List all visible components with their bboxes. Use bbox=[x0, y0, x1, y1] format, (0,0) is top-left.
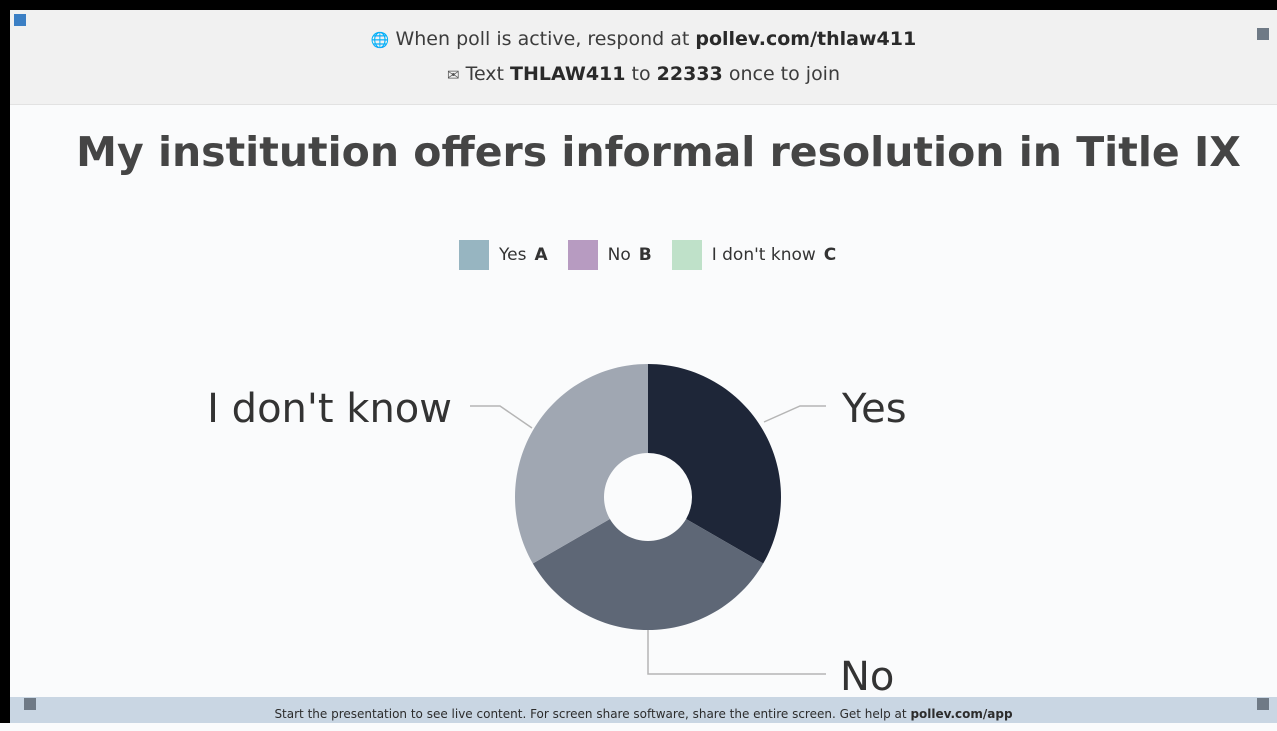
legend-item-idk: I don't know C bbox=[671, 240, 836, 270]
sms-number: 22333 bbox=[656, 63, 723, 85]
corner-handle-top-right bbox=[1257, 28, 1269, 40]
pie-slice-no bbox=[532, 519, 764, 630]
help-link[interactable]: pollev.com/app bbox=[910, 707, 1013, 721]
join-code: THLAW411 bbox=[510, 63, 626, 85]
respond-instruction: 🌐 When poll is active, respond at pollev.… bbox=[370, 28, 917, 50]
slice-label: I don't know bbox=[207, 386, 452, 432]
slice-label: No bbox=[840, 654, 894, 700]
pie-slice-i-don-t-know bbox=[515, 364, 648, 564]
leader-line bbox=[470, 405, 533, 429]
leader-line bbox=[763, 405, 826, 423]
pie-slice-yes bbox=[648, 364, 781, 564]
globe-icon: 🌐 bbox=[370, 31, 390, 49]
legend-swatch-yes bbox=[459, 240, 489, 270]
presentation-footer: Start the presentation to see live conte… bbox=[10, 697, 1277, 723]
poll-title: My institution offers informal resolutio… bbox=[76, 128, 1241, 176]
text-instruction: ✉ Text THLAW411 to 22333 once to join bbox=[446, 63, 841, 85]
poll-url[interactable]: pollev.com/thlaw411 bbox=[695, 28, 917, 50]
corner-handle-bottom-left bbox=[24, 698, 36, 710]
sms-icon: ✉ bbox=[446, 66, 460, 84]
legend-item-yes: Yes A bbox=[459, 240, 548, 270]
legend-swatch-idk bbox=[671, 240, 702, 270]
corner-handle-top-left bbox=[14, 14, 26, 26]
slice-label: Yes bbox=[841, 386, 907, 432]
chart-legend: Yes A No B I don't know C bbox=[459, 240, 856, 270]
poll-instructions-header: 🌐 When poll is active, respond at pollev.… bbox=[10, 10, 1277, 105]
legend-item-no: No B bbox=[567, 240, 652, 270]
legend-swatch-no bbox=[567, 240, 598, 270]
leader-line bbox=[647, 630, 826, 675]
corner-handle-bottom-right bbox=[1257, 698, 1269, 710]
